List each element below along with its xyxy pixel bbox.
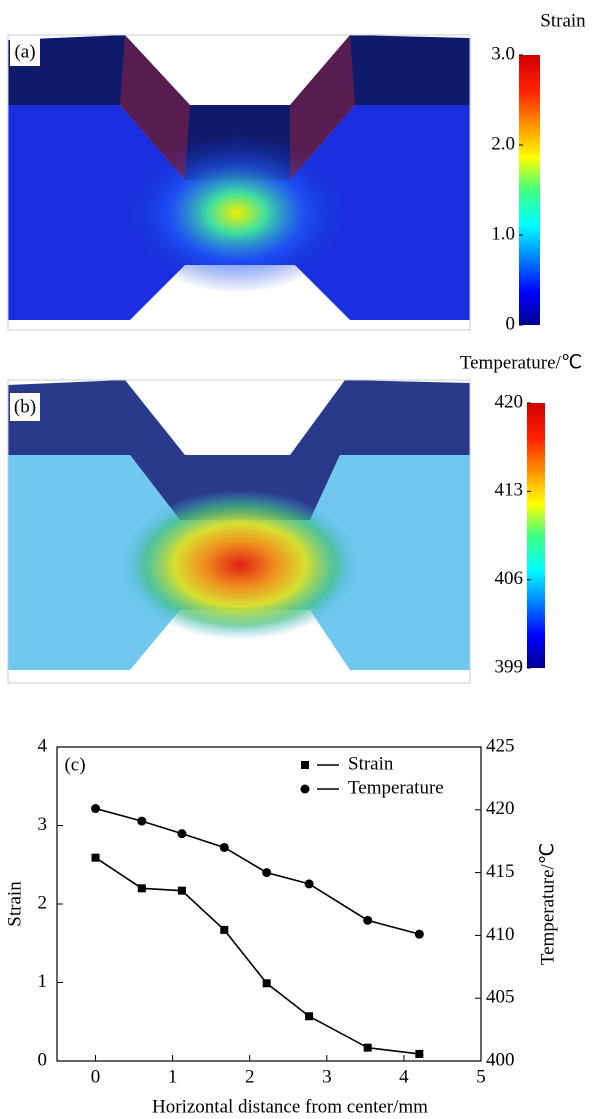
- legend-label: Temperature: [348, 777, 444, 798]
- x-tick-label: 3: [322, 1066, 332, 1087]
- marker: [363, 1043, 372, 1052]
- marker: [91, 853, 100, 862]
- y2-tick-label: 410: [486, 924, 515, 945]
- colorbar-tick-label: 3.0: [491, 43, 515, 64]
- legend-label: Strain: [348, 753, 394, 774]
- colorbar-tick-label: 413: [495, 480, 524, 501]
- colorbar-title: Temperature/℃: [460, 352, 582, 373]
- marker: [137, 816, 147, 826]
- marker: [220, 925, 229, 934]
- colorbar: [519, 55, 540, 325]
- y-tick-label: 3: [38, 814, 48, 835]
- colorbar-tick-label: 2.0: [491, 133, 515, 154]
- temperature-contour: [7, 379, 471, 684]
- y2-tick-label: 405: [486, 987, 515, 1008]
- colorbar-tick-label: 420: [495, 391, 524, 412]
- colorbar-title: Strain: [540, 10, 586, 31]
- marker: [415, 1049, 424, 1058]
- y-tick-label: 2: [38, 892, 48, 913]
- y2-tick-label: 400: [486, 1049, 515, 1070]
- x-axis-label: Horizontal distance from center/mm: [152, 1096, 428, 1117]
- y-axis-label: Strain: [4, 881, 25, 927]
- colorbar-tick-label: 1.0: [491, 223, 515, 244]
- marker: [305, 1012, 314, 1021]
- y2-tick-label: 415: [486, 861, 515, 882]
- marker: [262, 979, 271, 988]
- marker: [177, 886, 186, 895]
- y2-tick-label: 420: [486, 798, 515, 819]
- x-tick-label: 0: [91, 1066, 101, 1087]
- marker: [177, 829, 187, 839]
- panel-label: (c): [64, 754, 85, 775]
- marker: [363, 915, 373, 925]
- marker: [91, 804, 101, 814]
- marker: [219, 842, 229, 852]
- label-box: [10, 393, 40, 421]
- y2-tick-label: 425: [486, 735, 515, 756]
- colorbar-tick-label: 406: [495, 568, 524, 589]
- marker: [137, 884, 146, 893]
- colorbar-tick-label: 399: [495, 656, 524, 677]
- x-tick-label: 5: [476, 1066, 486, 1087]
- y2-axis-label: Temperature/℃: [537, 843, 558, 965]
- y-tick-label: 0: [38, 1049, 48, 1070]
- series-line: [95, 857, 420, 1055]
- marker: [414, 929, 424, 939]
- y-tick-label: 4: [38, 735, 48, 756]
- marker: [262, 868, 272, 878]
- marker: [304, 879, 314, 889]
- colorbar-tick-label: 0: [506, 313, 516, 334]
- marker: [300, 784, 310, 794]
- panel-label: (b): [14, 396, 36, 417]
- strain-contour: [7, 34, 471, 331]
- colorbar: [527, 403, 545, 668]
- panel-label: (a): [14, 41, 35, 62]
- marker: [301, 761, 309, 769]
- y-tick-label: 1: [38, 971, 48, 992]
- x-tick-label: 4: [399, 1066, 409, 1087]
- series-line: [95, 807, 420, 935]
- x-tick-label: 1: [168, 1066, 178, 1087]
- x-tick-label: 2: [245, 1066, 255, 1087]
- label-box: [10, 38, 40, 66]
